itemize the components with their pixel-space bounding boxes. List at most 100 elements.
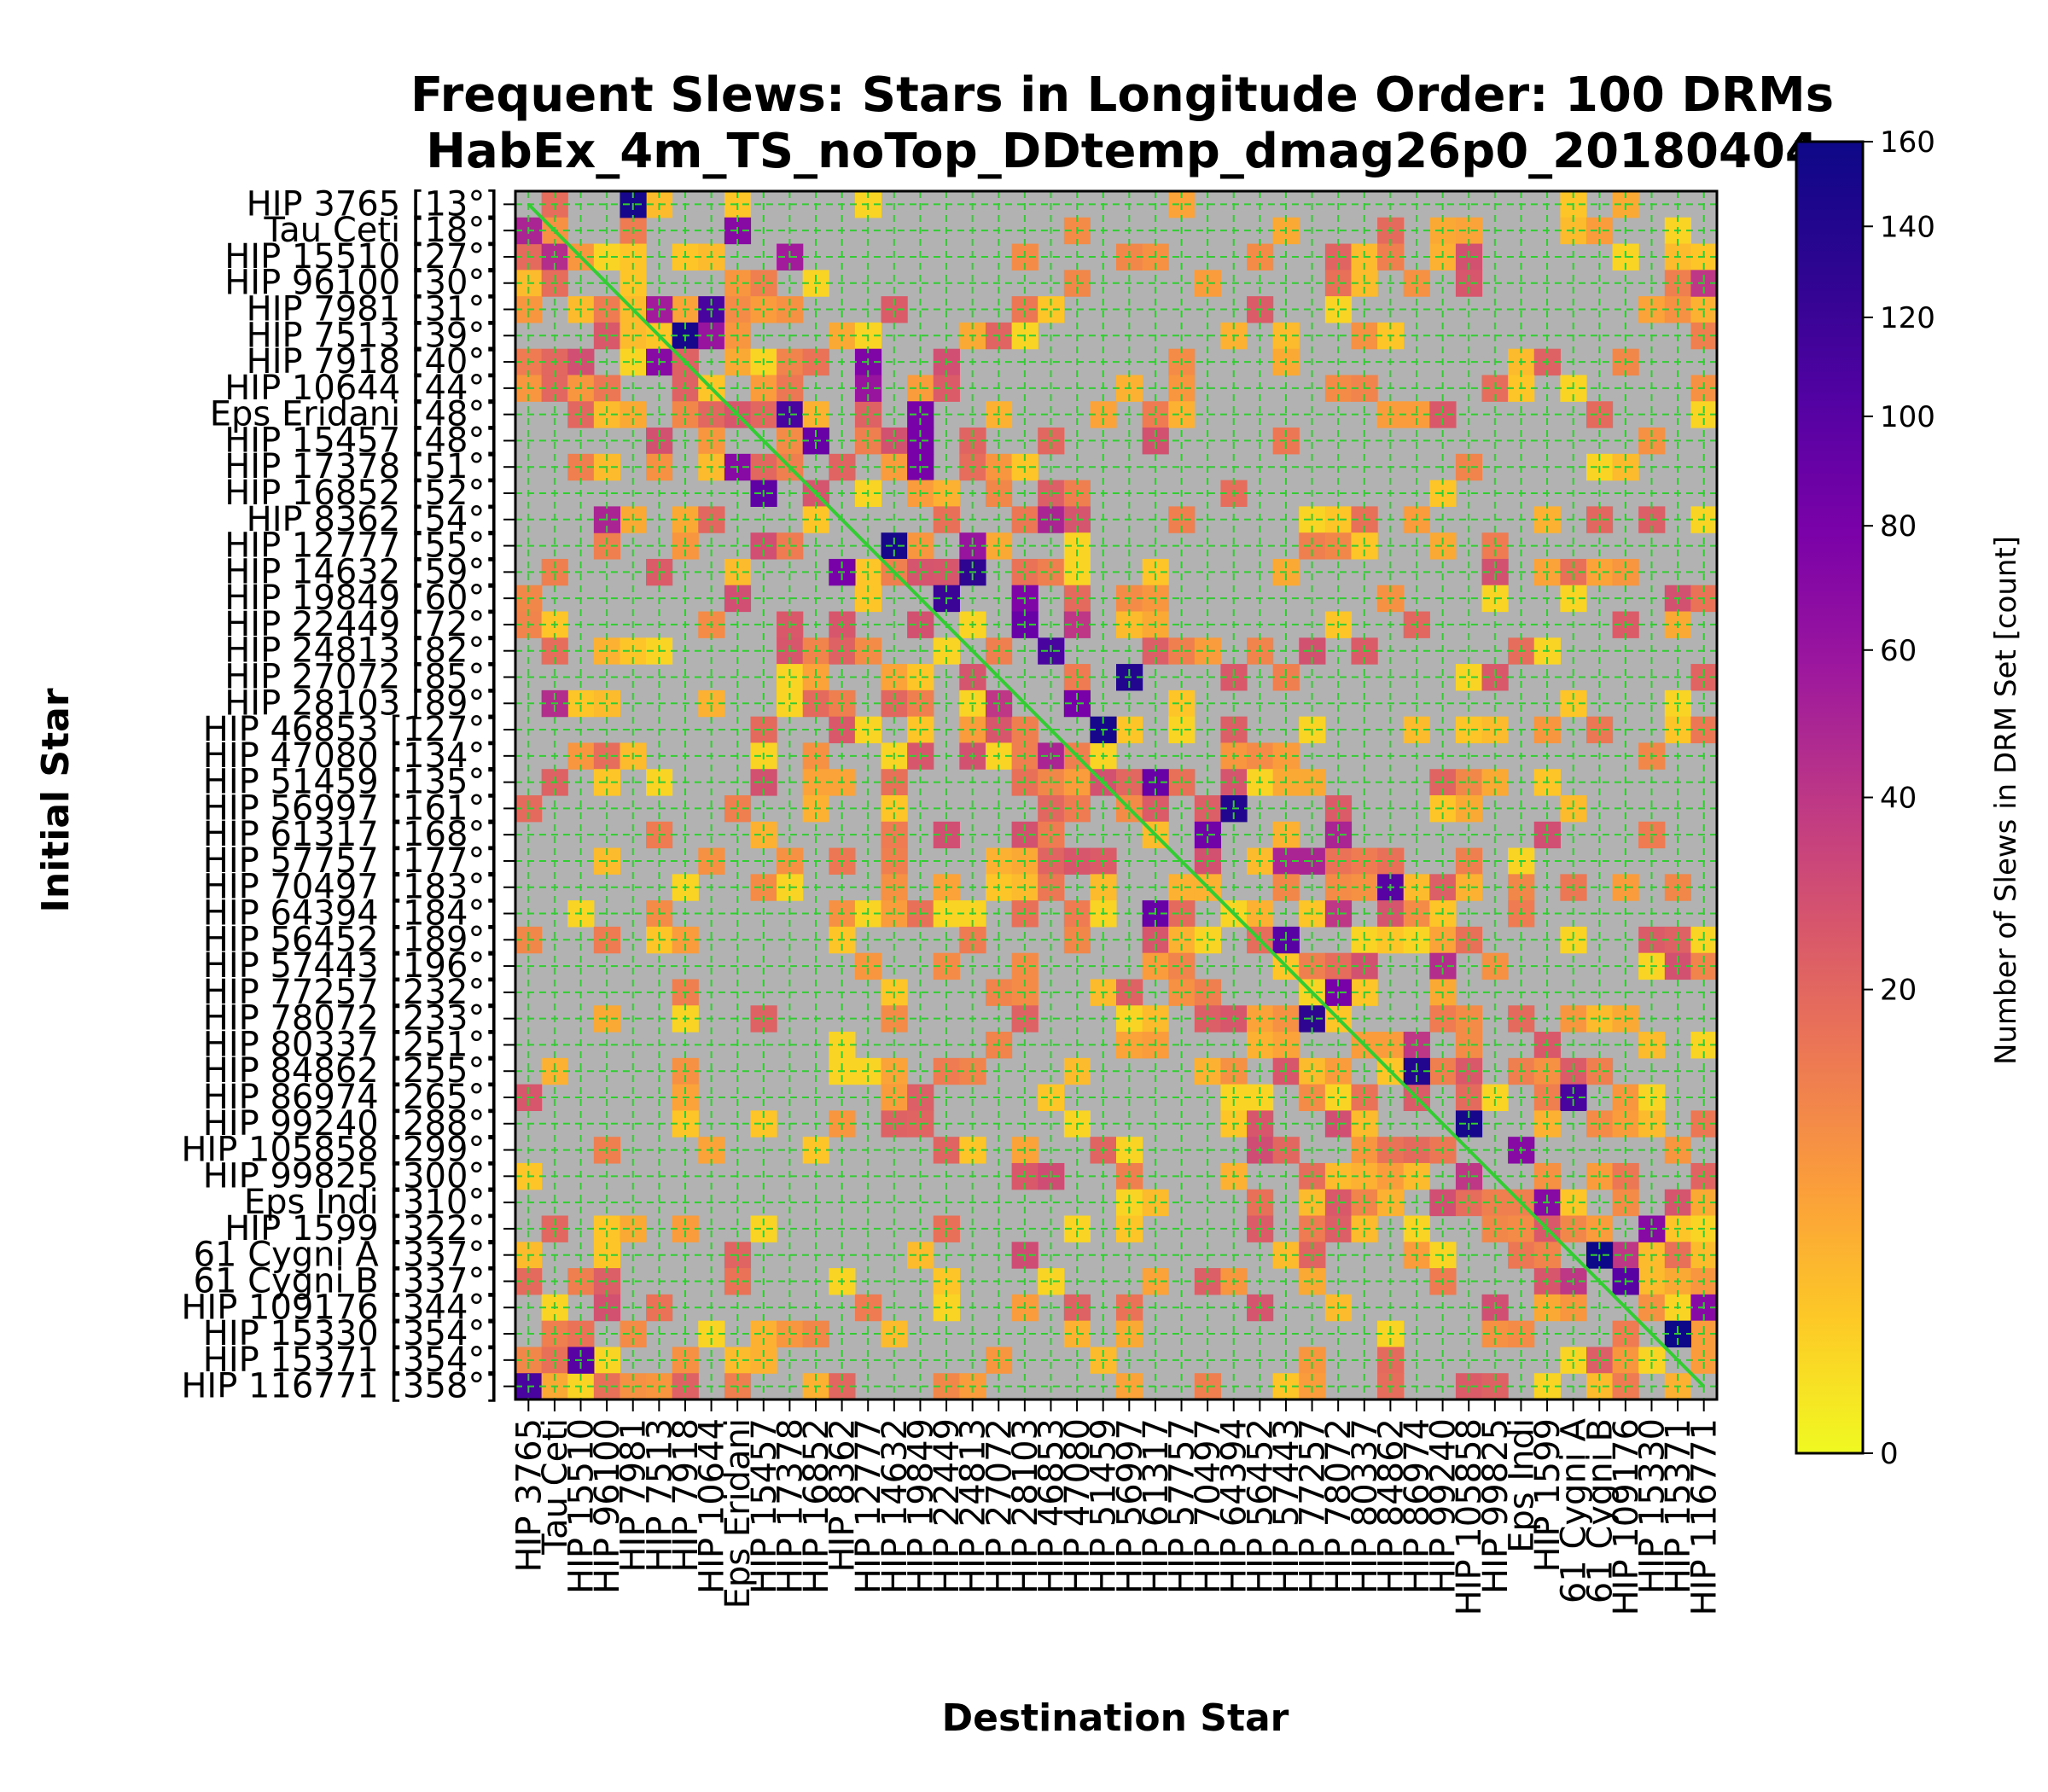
x-tick-label: HIP 61317	[1137, 1418, 1176, 1594]
grid-lines	[515, 191, 1717, 1399]
x-tick-label: HIP 47080	[1058, 1418, 1097, 1594]
chart-title-line-1: Frequent Slews: Stars in Longitude Order…	[410, 67, 1834, 123]
x-tick-label: HIP 7918	[666, 1418, 706, 1573]
y-tick-label: HIP 17378 [51°]	[224, 447, 498, 486]
y-tick-label: HIP 19849 [60°]	[224, 579, 498, 618]
x-tick-label: HIP 86974	[1398, 1418, 1437, 1594]
diagonal-line	[527, 202, 1706, 1388]
x-tick-label: HIP 99240	[1424, 1418, 1463, 1594]
x-tick-label: HIP 22449	[928, 1418, 967, 1594]
colorbar-tick-label: 100	[1880, 400, 1935, 434]
y-tick-label: HIP 15457 [48°]	[224, 421, 498, 460]
x-tick-label: HIP 19849	[901, 1418, 940, 1594]
y-tick-label: HIP 57757 [177°]	[203, 841, 498, 881]
y-tick-label: HIP 28103 [89°]	[224, 684, 498, 723]
y-tick-label: HIP 99825 [300°]	[203, 1156, 498, 1196]
y-tick-label: HIP 27072 [85°]	[224, 657, 498, 696]
y-tick-label: HIP 78072 [233°]	[203, 999, 498, 1039]
x-tick-label: HIP 51459	[1085, 1418, 1124, 1594]
y-tick-label: HIP 116771 [358°]	[181, 1367, 498, 1406]
y-axis-title: Initial Star	[34, 688, 78, 912]
y-tick-label: HIP 96100 [30°]	[224, 264, 498, 303]
x-tick-label: HIP 46853	[1032, 1418, 1071, 1594]
y-tick-label: HIP 56997 [161°]	[203, 788, 498, 828]
x-tick-label: HIP 105858	[1450, 1418, 1489, 1615]
y-tick-label: HIP 86974 [265°]	[203, 1078, 498, 1117]
colorbar-tick-label: 160	[1880, 125, 1935, 160]
y-tick-label: HIP 1599 [322°]	[224, 1209, 498, 1248]
x-tick-label: 61 Cygni A	[1555, 1417, 1594, 1603]
x-tick-label: HIP 56997	[1110, 1418, 1149, 1594]
colorbar-label: Number of Slews in DRM Set [count]	[1989, 536, 2023, 1065]
y-tick-label: HIP 84862 [255°]	[203, 1051, 498, 1091]
x-tick-label: HIP 14632	[876, 1418, 915, 1594]
x-tick-label: HIP 116771	[1685, 1418, 1725, 1615]
y-tick-label: HIP 7981 [31°]	[247, 290, 498, 329]
x-tick-label: HIP 96100	[588, 1418, 627, 1594]
x-tick-label: HIP 1599	[1528, 1418, 1568, 1573]
colorbar-tick-label: 140	[1880, 210, 1935, 244]
x-tick-label: Eps Eridani	[719, 1418, 758, 1609]
y-tick-label: HIP 22449 [72°]	[224, 605, 498, 644]
x-tick-label: HIP 64394	[1215, 1418, 1254, 1594]
y-tick-label: HIP 12777 [55°]	[224, 527, 498, 566]
y-tick-label: HIP 56452 [189°]	[203, 920, 498, 959]
x-tick-label: HIP 17378	[771, 1418, 810, 1594]
colorbar	[1795, 140, 1865, 1455]
y-tick-label: 61 Cygni A [337°]	[194, 1236, 498, 1275]
x-tick-label: HIP 8362	[823, 1418, 863, 1573]
y-tick-label: HIP 105858 [299°]	[181, 1131, 498, 1170]
y-tick-label: HIP 7918 [40°]	[247, 342, 498, 381]
x-tick-label: Eps Indi	[1502, 1418, 1541, 1553]
x-tick-label: HIP 56452	[1241, 1418, 1280, 1594]
y-tick-label: HIP 15510 [27°]	[224, 237, 498, 276]
y-tick-label: HIP 15330 [354°]	[203, 1314, 498, 1353]
x-tick-label: HIP 80337	[1346, 1418, 1385, 1594]
y-tick-label: HIP 14632 [59°]	[224, 552, 498, 591]
y-axis-ticks: HIP 3765 [13°]Tau Ceti [18°]HIP 15510 [2…	[181, 184, 515, 1406]
y-tick-label: HIP 10644 [44°]	[224, 369, 498, 408]
colorbar-tick-label: 60	[1880, 634, 1917, 668]
chart-title-line-2: HabEx_4m_TS_noTop_DDtemp_dmag26p0_201804…	[426, 124, 1818, 179]
y-tick-label: Eps Eridani [48°]	[210, 395, 498, 434]
y-tick-label: HIP 16852 [52°]	[224, 474, 498, 513]
x-tick-label: HIP 7513	[640, 1418, 679, 1573]
y-tick-label: HIP 57443 [196°]	[203, 946, 498, 986]
y-tick-label: HIP 99240 [288°]	[203, 1104, 498, 1143]
x-tick-label: HIP 15371	[1659, 1418, 1698, 1594]
x-tick-label: HIP 3765	[509, 1418, 549, 1573]
x-tick-label: HIP 16852	[797, 1418, 836, 1594]
x-tick-label: HIP 15330	[1632, 1418, 1672, 1594]
x-tick-label: HIP 15457	[745, 1418, 784, 1594]
y-tick-label: HIP 15371 [354°]	[203, 1341, 498, 1380]
x-tick-label: Tau Ceti	[536, 1418, 575, 1556]
x-tick-label: HIP 109176	[1607, 1418, 1646, 1615]
y-tick-label: HIP 8362 [54°]	[247, 500, 498, 539]
x-tick-label: 61 Cygni B	[1580, 1418, 1620, 1603]
x-tick-label: HIP 24813	[954, 1418, 993, 1594]
x-axis-title: Destination Star	[942, 1696, 1289, 1740]
y-tick-label: HIP 80337 [251°]	[203, 1025, 498, 1064]
colorbar-tick-label: 0	[1880, 1437, 1899, 1471]
y-tick-label: 61 Cygni B [337°]	[194, 1261, 499, 1300]
colorbar-tick-label: 40	[1880, 782, 1917, 816]
y-tick-label: HIP 61317 [168°]	[203, 815, 498, 854]
x-tick-label: HIP 27072	[980, 1418, 1019, 1594]
x-tick-label: HIP 78072	[1319, 1418, 1359, 1594]
x-tick-label: HIP 57443	[1267, 1418, 1306, 1594]
y-tick-label: HIP 46853 [127°]	[203, 710, 498, 749]
y-tick-label: HIP 47080 [134°]	[203, 736, 498, 776]
y-tick-label: HIP 77257 [232°]	[203, 973, 498, 1012]
x-tick-label: HIP 28103	[1006, 1418, 1045, 1594]
y-tick-label: HIP 51459 [135°]	[203, 763, 498, 802]
x-tick-label: HIP 7981	[614, 1418, 654, 1573]
x-tick-label: HIP 77257	[1294, 1418, 1333, 1594]
x-tick-label: HIP 12777	[849, 1418, 888, 1594]
y-tick-label: Tau Ceti [18°]	[263, 211, 498, 250]
y-tick-label: HIP 109176 [344°]	[181, 1288, 498, 1327]
x-tick-label: HIP 57757	[1163, 1418, 1202, 1594]
colorbar-ticks: 0 20 40 60 80 100 120 140 160	[1863, 125, 1935, 1471]
y-tick-label: HIP 24813 [82°]	[224, 631, 498, 671]
